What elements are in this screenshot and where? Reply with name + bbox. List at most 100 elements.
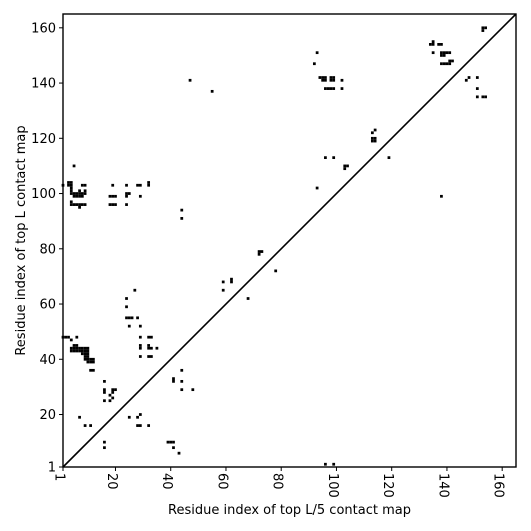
contact-point-lower bbox=[69, 200, 73, 204]
contact-point-lower bbox=[111, 391, 115, 394]
contact-point-lower bbox=[180, 217, 184, 220]
contact-point-upper bbox=[448, 59, 452, 63]
contact-point-upper bbox=[318, 76, 322, 79]
contact-point-lower bbox=[83, 352, 87, 356]
contact-point-lower bbox=[103, 399, 106, 403]
contact-point-upper bbox=[221, 280, 225, 284]
contact-point-upper bbox=[445, 62, 449, 66]
contact-point-lower bbox=[83, 424, 87, 427]
contact-point-upper bbox=[257, 252, 261, 256]
contact-point-lower bbox=[67, 335, 70, 339]
contact-point-lower bbox=[80, 349, 84, 353]
contact-point-lower bbox=[114, 203, 117, 206]
contact-point-lower bbox=[332, 462, 336, 466]
x-tick-label: 140 bbox=[435, 473, 450, 498]
contact-point-upper bbox=[475, 95, 479, 99]
plot-frame bbox=[62, 13, 517, 468]
contact-point-upper bbox=[370, 131, 374, 135]
contact-point-upper bbox=[481, 26, 485, 30]
contact-point-lower bbox=[138, 335, 142, 339]
contact-point-upper bbox=[324, 78, 327, 82]
contact-point-upper bbox=[445, 51, 449, 55]
contact-point-upper bbox=[230, 280, 233, 284]
contact-point-lower bbox=[69, 186, 73, 190]
contact-point-upper bbox=[332, 156, 336, 160]
contact-point-lower bbox=[86, 349, 90, 353]
contact-point-lower bbox=[103, 391, 106, 394]
contact-point-lower bbox=[86, 346, 90, 350]
y-tick-label: 80 bbox=[39, 242, 56, 257]
contact-point-upper bbox=[440, 62, 443, 66]
contact-point-upper bbox=[440, 194, 443, 198]
contact-point-lower bbox=[133, 288, 137, 292]
contact-point-lower bbox=[75, 192, 79, 195]
contact-point-lower bbox=[111, 396, 115, 400]
contact-point-upper bbox=[274, 269, 278, 273]
contact-point-lower bbox=[138, 183, 142, 187]
contact-point-lower bbox=[75, 203, 79, 206]
contact-point-upper bbox=[431, 51, 435, 55]
contact-point-upper bbox=[260, 250, 264, 253]
contact-point-upper bbox=[329, 87, 333, 90]
contact-point-lower bbox=[75, 349, 79, 353]
contact-point-upper bbox=[475, 76, 479, 79]
contact-point-lower bbox=[125, 297, 128, 300]
contact-point-lower bbox=[78, 203, 81, 206]
contact-point-lower bbox=[138, 324, 142, 328]
contact-point-lower bbox=[80, 194, 84, 198]
contact-point-lower bbox=[92, 360, 95, 364]
contact-point-lower bbox=[83, 349, 87, 353]
contact-point-lower bbox=[75, 194, 79, 198]
x-tick-label: 160 bbox=[491, 473, 506, 498]
contact-point-upper bbox=[257, 250, 261, 253]
contact-point-upper bbox=[481, 95, 485, 99]
contact-point-lower bbox=[130, 316, 134, 320]
contact-point-lower bbox=[147, 344, 151, 347]
contact-point-upper bbox=[343, 167, 347, 171]
y-tick-label: 60 bbox=[39, 298, 56, 313]
contact-point-lower bbox=[83, 192, 87, 195]
contact-point-lower bbox=[80, 346, 84, 350]
contact-point-upper bbox=[340, 87, 344, 90]
contact-point-upper bbox=[321, 76, 325, 79]
contact-point-lower bbox=[72, 346, 76, 350]
contact-point-lower bbox=[125, 183, 128, 187]
contact-point-lower bbox=[80, 203, 84, 206]
contact-point-lower bbox=[72, 344, 76, 347]
contact-point-lower bbox=[147, 355, 151, 358]
contact-point-upper bbox=[210, 89, 214, 93]
contact-point-lower bbox=[72, 349, 76, 353]
contact-point-lower bbox=[69, 203, 73, 206]
contact-point-lower bbox=[69, 189, 73, 193]
contact-point-lower bbox=[103, 440, 106, 444]
contact-point-lower bbox=[127, 316, 131, 320]
contact-point-upper bbox=[332, 76, 336, 79]
contact-point-upper bbox=[340, 78, 344, 82]
contact-point-lower bbox=[127, 192, 131, 195]
contact-point-lower bbox=[147, 181, 151, 184]
x-tick-label: 60 bbox=[214, 473, 229, 490]
contact-point-lower bbox=[324, 462, 327, 466]
contact-point-lower bbox=[147, 346, 151, 350]
contact-point-upper bbox=[448, 62, 452, 66]
contact-point-lower bbox=[138, 424, 142, 427]
contact-point-lower bbox=[114, 194, 117, 198]
contact-point-lower bbox=[180, 388, 184, 392]
y-tick-label: 160 bbox=[31, 21, 56, 36]
contact-point-upper bbox=[326, 87, 330, 90]
contact-point-lower bbox=[172, 379, 175, 383]
contact-point-upper bbox=[373, 136, 377, 140]
contact-point-upper bbox=[373, 128, 377, 132]
contact-point-upper bbox=[329, 78, 333, 82]
contact-point-lower bbox=[72, 194, 76, 198]
x-tick-label: 20 bbox=[104, 473, 119, 490]
contact-point-lower bbox=[78, 194, 81, 198]
contact-point-lower bbox=[80, 183, 84, 187]
contact-point-lower bbox=[89, 360, 92, 364]
x-axis-label: Residue index of top L/5 contact map bbox=[168, 503, 411, 518]
contact-point-lower bbox=[80, 192, 84, 195]
contact-point-lower bbox=[78, 205, 81, 209]
contact-point-upper bbox=[315, 186, 319, 190]
contact-point-upper bbox=[481, 29, 485, 32]
contact-point-lower bbox=[78, 346, 81, 350]
